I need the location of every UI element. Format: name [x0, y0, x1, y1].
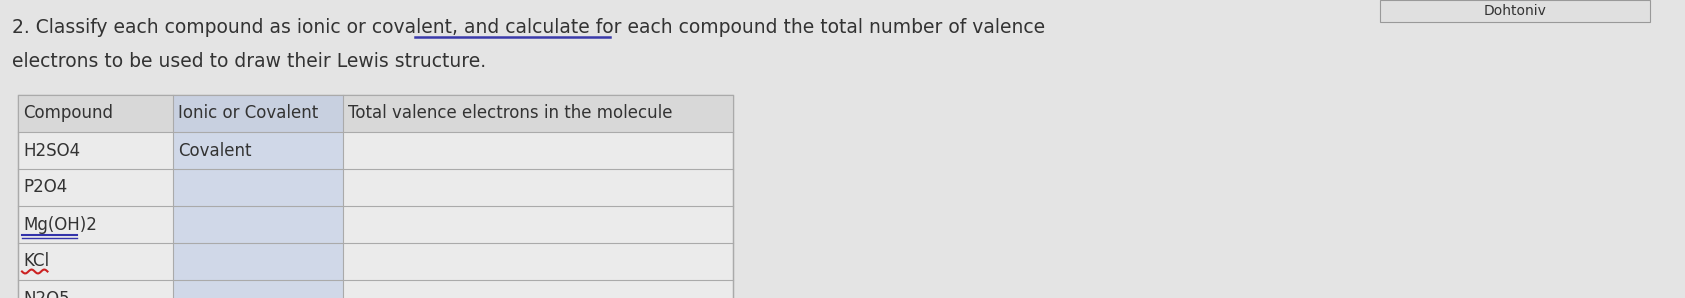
Bar	[174, 95, 344, 132]
Text: Ionic or Covalent: Ionic or Covalent	[179, 105, 318, 122]
Text: Dohtoniv: Dohtoniv	[1483, 4, 1547, 18]
Bar	[19, 95, 733, 298]
Bar	[19, 95, 733, 132]
Text: electrons to be used to draw their Lewis structure.: electrons to be used to draw their Lewis…	[12, 52, 487, 71]
Text: Mg(OH)2: Mg(OH)2	[24, 215, 96, 234]
Text: Covalent: Covalent	[179, 142, 251, 159]
Bar	[1380, 0, 1650, 22]
Text: 2. Classify each compound as ionic or covalent, and calculate for each compound : 2. Classify each compound as ionic or co…	[12, 18, 1045, 37]
Text: Total valence electrons in the molecule: Total valence electrons in the molecule	[349, 105, 672, 122]
Text: Compound: Compound	[24, 105, 113, 122]
Text: N2O5: N2O5	[24, 289, 69, 298]
Text: P2O4: P2O4	[24, 179, 67, 196]
Bar	[174, 95, 344, 298]
Text: KCl: KCl	[24, 252, 49, 271]
Text: H2SO4: H2SO4	[24, 142, 81, 159]
